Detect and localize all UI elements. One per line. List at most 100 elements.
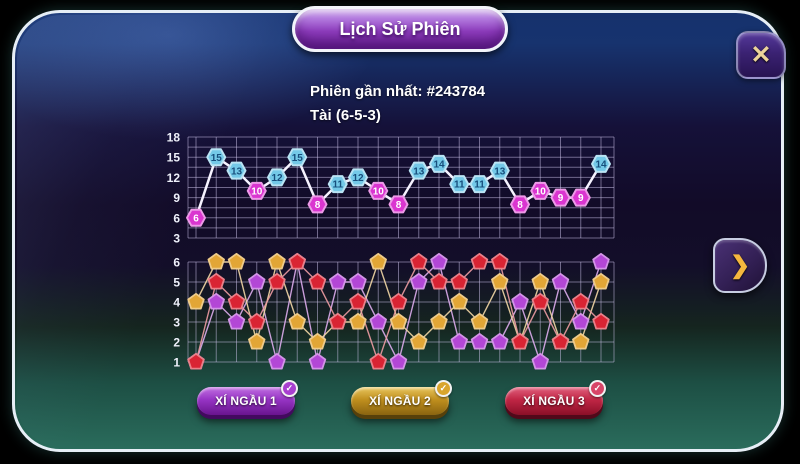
data-point <box>348 168 368 187</box>
data-point <box>349 292 367 310</box>
history-panel <box>12 10 784 452</box>
data-point <box>329 272 347 290</box>
svg-text:6: 6 <box>173 256 180 270</box>
data-point <box>551 272 570 290</box>
data-point <box>226 161 247 180</box>
data-point <box>531 272 549 290</box>
data-point <box>410 252 428 270</box>
data-point <box>368 181 389 200</box>
data-point <box>206 148 227 167</box>
data-point <box>207 252 225 270</box>
data-point <box>308 332 327 350</box>
data-point <box>227 252 246 270</box>
data-point <box>207 292 225 310</box>
check-icon: ✓ <box>281 380 298 397</box>
svg-text:11: 11 <box>332 180 343 191</box>
dice-3-toggle-button[interactable]: XÍ NGẦU 3 ✓ <box>505 380 606 415</box>
data-point <box>511 332 529 350</box>
data-point <box>470 252 489 270</box>
data-point <box>268 352 286 370</box>
data-point <box>531 292 549 310</box>
data-point <box>450 292 468 310</box>
totals-markers: 6 15 13 10 12 15 8 11 12 10 8 13 14 11 11 13 8 10 9 9 14 <box>186 148 611 227</box>
page-title: Lịch Sử Phiên <box>339 18 461 39</box>
svg-text:15: 15 <box>292 153 304 164</box>
data-point <box>489 161 510 180</box>
svg-text:6: 6 <box>173 211 180 225</box>
data-point <box>227 312 246 330</box>
svg-text:3: 3 <box>173 232 180 246</box>
data-point <box>570 188 591 207</box>
data-point <box>187 292 205 310</box>
svg-text:11: 11 <box>454 180 465 191</box>
svg-text:15: 15 <box>211 153 223 164</box>
svg-text:5: 5 <box>173 276 180 290</box>
data-point <box>248 312 266 330</box>
data-point <box>288 312 306 330</box>
dice-filter-row: XÍ NGẦU 1 ✓ XÍ NGẦU 2 ✓ XÍ NGẦU 3 ✓ <box>0 380 800 415</box>
data-point <box>349 312 367 330</box>
data-point <box>327 175 348 194</box>
data-point <box>531 352 549 370</box>
svg-text:6: 6 <box>193 213 199 224</box>
data-point <box>592 272 610 290</box>
data-point <box>550 188 571 207</box>
close-icon: ✕ <box>750 40 772 69</box>
dice-line-chart: 6 5 4 3 2 1 <box>173 252 615 370</box>
dice-1-label: XÍ NGẦU 1 <box>215 394 277 408</box>
data-point <box>288 252 306 270</box>
svg-text:13: 13 <box>494 166 506 177</box>
data-point <box>329 312 347 330</box>
data-point <box>389 292 408 310</box>
svg-text:13: 13 <box>413 166 425 177</box>
data-point <box>268 252 286 270</box>
svg-text:15: 15 <box>167 151 181 165</box>
data-point <box>430 252 448 270</box>
y-axis-labels: 6 5 4 3 2 1 <box>173 256 180 370</box>
close-button[interactable]: ✕ <box>736 31 786 79</box>
svg-text:12: 12 <box>167 171 181 185</box>
data-point <box>572 332 590 350</box>
data-point <box>369 312 387 330</box>
dice-2-label: XÍ NGẦU 2 <box>369 394 431 408</box>
svg-text:9: 9 <box>578 193 584 204</box>
data-point <box>430 312 448 330</box>
svg-text:2: 2 <box>173 336 180 350</box>
data-point <box>308 272 327 290</box>
next-page-button[interactable]: ❯ <box>713 238 767 293</box>
data-point <box>308 352 327 370</box>
svg-text:3: 3 <box>173 316 180 330</box>
svg-text:8: 8 <box>396 200 402 211</box>
svg-text:1: 1 <box>173 356 180 370</box>
data-point <box>572 312 590 330</box>
data-point <box>408 161 429 180</box>
data-point <box>592 312 610 330</box>
data-point <box>530 181 551 200</box>
data-point <box>410 272 428 290</box>
svg-text:9: 9 <box>558 193 564 204</box>
data-point <box>369 252 387 270</box>
dice-1-toggle-button[interactable]: XÍ NGẦU 1 ✓ <box>197 380 298 415</box>
dice-2-toggle-button[interactable]: XÍ NGẦU 2 ✓ <box>351 380 452 415</box>
data-point <box>591 154 611 173</box>
data-point <box>491 252 509 270</box>
svg-text:14: 14 <box>595 160 607 171</box>
dice-series-markers <box>187 252 610 370</box>
data-point <box>207 272 225 290</box>
data-point <box>287 148 308 167</box>
data-point <box>349 272 367 290</box>
svg-text:12: 12 <box>352 173 364 184</box>
data-point <box>510 195 530 214</box>
data-point <box>187 352 205 370</box>
svg-text:11: 11 <box>474 180 485 191</box>
data-point <box>186 208 206 227</box>
data-point <box>246 181 267 200</box>
svg-text:8: 8 <box>315 200 321 211</box>
data-point <box>511 292 529 310</box>
chevron-right-icon: ❯ <box>729 251 751 279</box>
data-point <box>248 332 266 350</box>
data-point <box>267 168 287 187</box>
data-point <box>469 175 490 194</box>
svg-text:18: 18 <box>167 131 181 145</box>
